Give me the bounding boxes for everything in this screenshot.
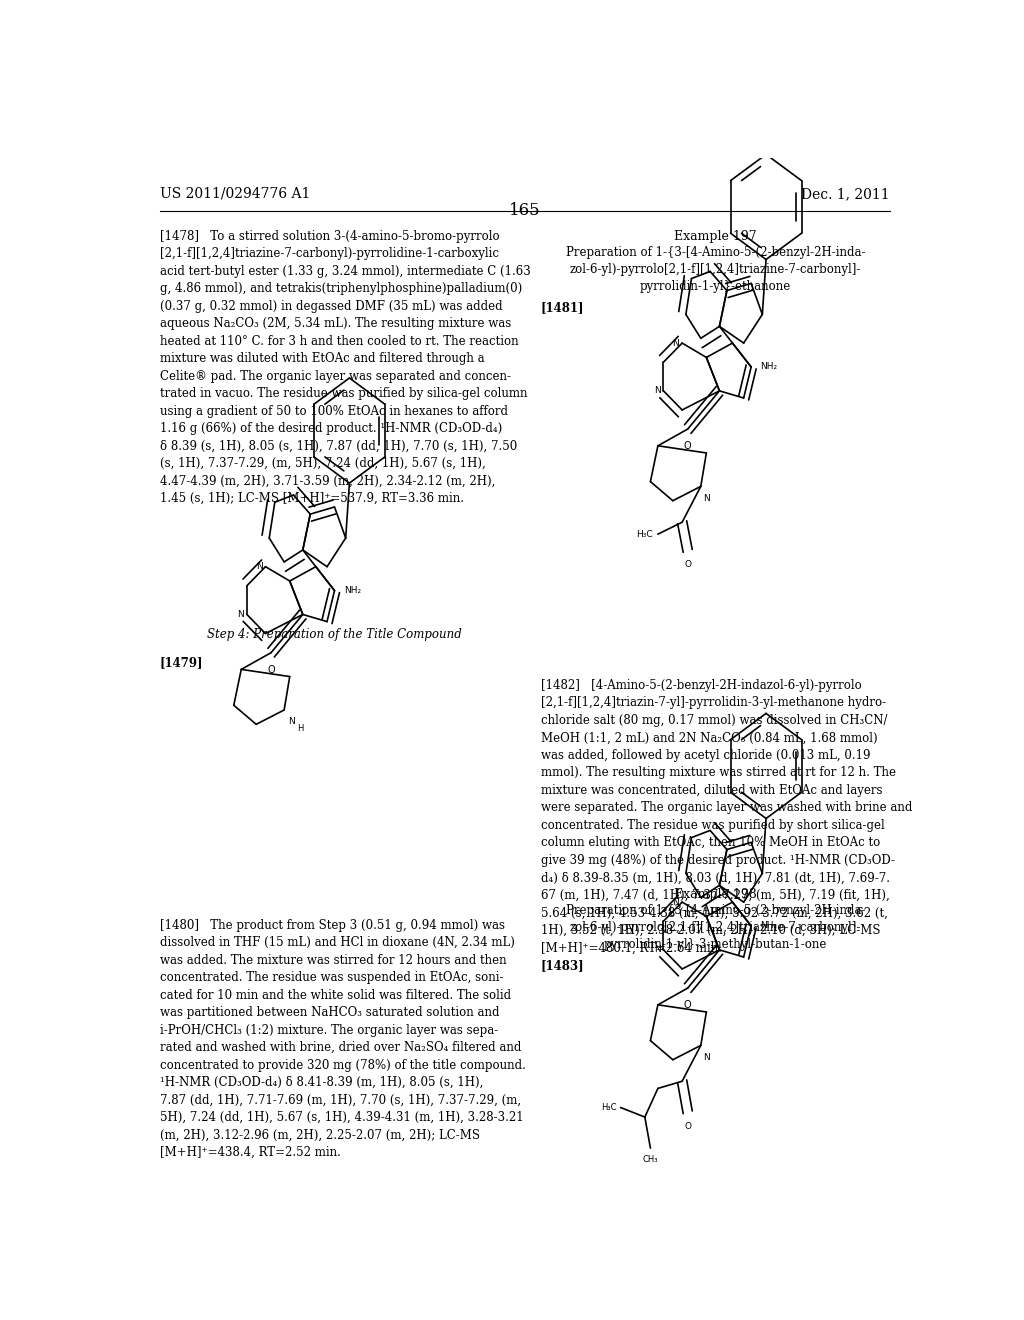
Text: N: N <box>702 1052 710 1061</box>
Text: Example 197: Example 197 <box>674 230 757 243</box>
Text: N: N <box>256 562 263 572</box>
Text: NH₂: NH₂ <box>344 586 360 595</box>
Text: NH₂: NH₂ <box>761 363 777 371</box>
Text: H: H <box>297 725 303 734</box>
Text: O: O <box>267 664 274 675</box>
Text: N: N <box>238 610 244 619</box>
Text: O: O <box>684 441 691 451</box>
Text: [1480]   The product from Step 3 (0.51 g, 0.94 mmol) was
dissolved in THF (15 mL: [1480] The product from Step 3 (0.51 g, … <box>160 919 525 1159</box>
Text: O: O <box>684 1001 691 1010</box>
Text: NH₂: NH₂ <box>761 921 777 931</box>
Text: N: N <box>288 717 295 726</box>
Text: N: N <box>654 945 660 954</box>
Text: [1481]: [1481] <box>541 301 584 314</box>
Text: N: N <box>702 494 710 503</box>
Text: [1483]: [1483] <box>541 960 585 973</box>
Text: Step 4: Preparation of the Title Compound: Step 4: Preparation of the Title Compoun… <box>207 628 462 642</box>
Text: N: N <box>673 898 679 907</box>
Text: US 2011/0294776 A1: US 2011/0294776 A1 <box>160 187 310 201</box>
Text: Example 198: Example 198 <box>674 888 757 902</box>
Text: [1478]   To a stirred solution 3-(4-amino-5-bromo-pyrrolo
[2,1-f][1,2,4]triazine: [1478] To a stirred solution 3-(4-amino-… <box>160 230 530 506</box>
Text: O: O <box>684 1122 691 1131</box>
Text: Dec. 1, 2011: Dec. 1, 2011 <box>801 187 890 201</box>
Text: Preparation of 1-{3-[4-Amino-5-(2-benzyl-2H-inda-
zol-6-yl)-pyrrolo[2,1-f][1,2,4: Preparation of 1-{3-[4-Amino-5-(2-benzyl… <box>565 246 865 293</box>
Text: H₃C: H₃C <box>636 529 652 539</box>
Text: 165: 165 <box>509 202 541 219</box>
Text: CH₃: CH₃ <box>643 1155 658 1164</box>
Text: N: N <box>673 338 679 347</box>
Text: [1479]: [1479] <box>160 656 203 669</box>
Text: [1482]   [4-Amino-5-(2-benzyl-2H-indazol-6-yl)-pyrrolo
[2,1-f][1,2,4]triazin-7-y: [1482] [4-Amino-5-(2-benzyl-2H-indazol-6… <box>541 678 912 954</box>
Text: N: N <box>654 387 660 396</box>
Text: O: O <box>684 561 691 569</box>
Text: Preparation of 1-{3-[4-Amino-5-(2-benzyl-2H-inda-
zol-6-yl)-pyrrolo[2,1-f][1,2,4: Preparation of 1-{3-[4-Amino-5-(2-benzyl… <box>565 904 865 952</box>
Text: H₃C: H₃C <box>601 1104 616 1111</box>
